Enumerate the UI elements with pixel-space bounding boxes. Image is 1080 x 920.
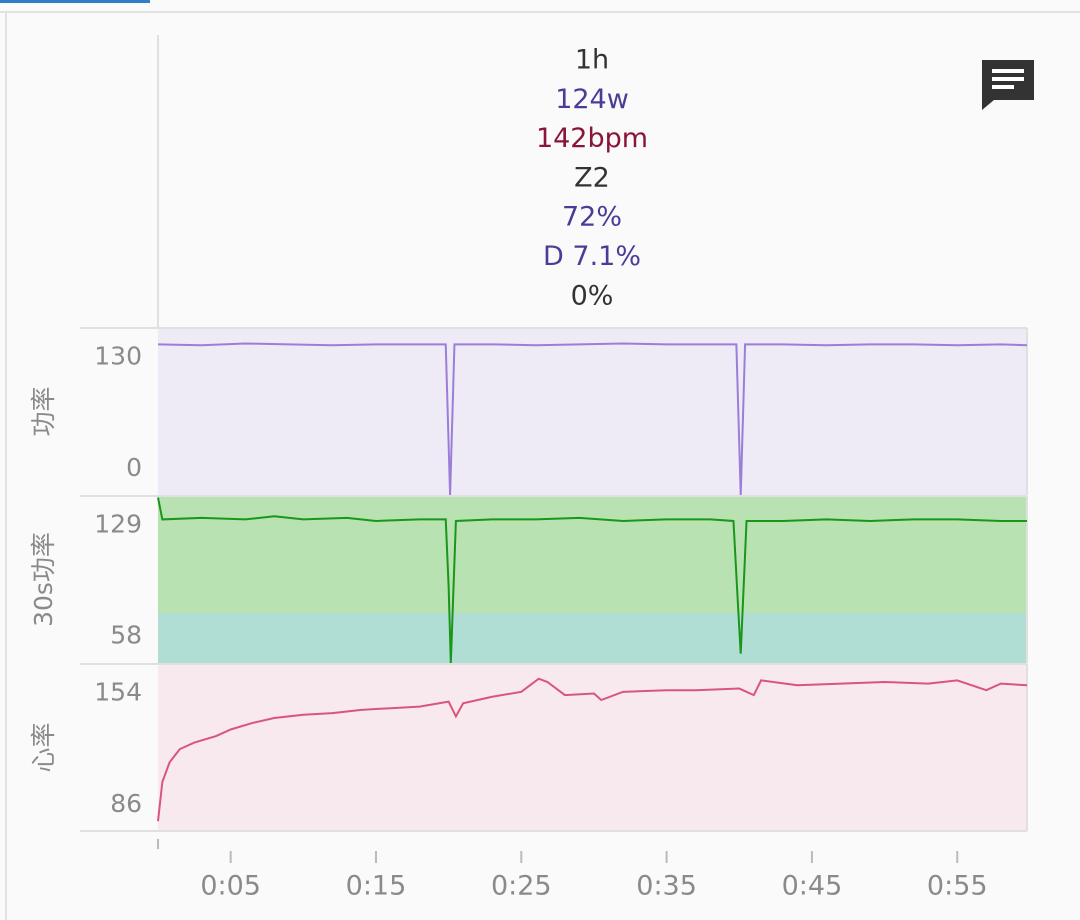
tooltip-line: 124w xyxy=(555,84,629,115)
y-axis-label: 30s功率 xyxy=(29,532,58,627)
y-tick-label: 86 xyxy=(110,789,142,818)
x-tick-label: 0:05 xyxy=(200,871,261,902)
y-axis-label: 功率 xyxy=(29,386,58,436)
x-tick-label: 0:35 xyxy=(636,871,697,902)
tooltip-line: 72% xyxy=(562,202,622,233)
tooltip-line: 1h xyxy=(575,45,609,76)
plot-background xyxy=(158,328,1027,495)
comment-button[interactable] xyxy=(982,60,1034,110)
tab-indicator xyxy=(0,0,150,3)
data-line xyxy=(157,497,1027,664)
y-tick-label: 129 xyxy=(94,510,142,539)
y-tick-label: 58 xyxy=(110,620,142,649)
tooltip-line: D 7.1% xyxy=(543,241,641,272)
tooltip-line: Z2 xyxy=(574,162,610,193)
y-axis-label: 心率 xyxy=(29,722,58,772)
zone-band xyxy=(158,613,1027,663)
data-line xyxy=(157,677,1028,822)
x-tick-label: 0:45 xyxy=(782,871,843,902)
tooltip-line: 0% xyxy=(571,280,614,311)
x-tick-label: 0:55 xyxy=(927,871,988,902)
y-tick-label: 0 xyxy=(126,453,142,482)
y-tick-label: 130 xyxy=(94,341,142,370)
data-line xyxy=(157,342,1028,496)
plot-background xyxy=(158,664,1027,831)
y-tick-label: 154 xyxy=(94,677,142,706)
x-tick-label: 0:25 xyxy=(491,871,552,902)
x-tick-label: 0:15 xyxy=(346,871,407,902)
tooltip-line: 142bpm xyxy=(536,123,648,154)
